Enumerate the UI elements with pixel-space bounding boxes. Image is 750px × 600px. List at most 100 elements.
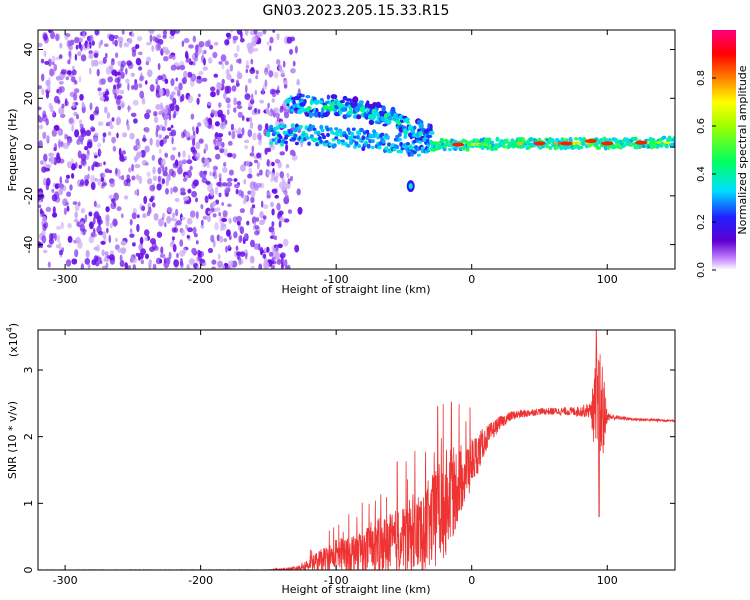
spectrogram-cell <box>247 106 252 111</box>
spectrogram-cell <box>236 221 241 226</box>
spectrogram-cell <box>241 115 245 121</box>
spectrogram-cell <box>93 52 99 59</box>
spectrogram-cell <box>285 143 289 152</box>
y-tick-label: 1 <box>22 500 35 507</box>
spectrogram-cell <box>106 112 111 119</box>
spectrogram-cell <box>223 92 227 100</box>
spectrogram-cell <box>271 221 275 227</box>
spectrogram-cell <box>214 222 219 231</box>
spectrogram-cell <box>494 147 499 151</box>
spectrogram-cell <box>79 224 86 232</box>
spectrogram-cell <box>77 150 82 159</box>
spectrogram-cell <box>198 41 205 48</box>
spectrogram-cell <box>209 171 212 177</box>
spectrogram-cell <box>95 203 101 209</box>
spectrogram-cell <box>405 120 410 124</box>
spectrogram-cell <box>63 133 67 141</box>
spectrogram-cell <box>131 46 137 52</box>
spectrogram-cell <box>159 88 164 97</box>
spectrogram-cell <box>170 124 174 129</box>
spectrogram-cell <box>214 146 220 151</box>
spectrogram-cell <box>214 110 218 117</box>
spectrogram-cell <box>59 176 63 185</box>
spectrogram-cell <box>75 114 80 120</box>
spectrogram-cell <box>66 161 72 169</box>
spectrogram-cell <box>89 34 94 43</box>
spectrogram-cell <box>92 59 99 67</box>
spectrogram-cell <box>187 188 192 194</box>
spectrogram-cell <box>278 220 282 228</box>
spectrogram-cell <box>148 259 152 266</box>
spectrogram-cell <box>228 131 232 136</box>
spectrogram-cell <box>250 93 254 101</box>
spectrogram-cell <box>85 129 92 137</box>
spectrogram-cell <box>386 120 392 125</box>
spectrogram-cell <box>180 191 187 196</box>
spectrogram-cell <box>365 129 370 134</box>
spectrogram-cell <box>55 34 59 42</box>
spectrogram-cell <box>237 133 243 139</box>
spectrogram-cell <box>56 225 61 230</box>
spectrogram-cell <box>152 166 156 175</box>
spectrogram-cell <box>108 194 113 200</box>
spectrogram-cell <box>187 95 194 104</box>
spectrogram-cell <box>238 58 242 64</box>
spectrogram-cell <box>149 137 153 146</box>
spectrogram-cell <box>177 89 181 97</box>
spectrogram-cell <box>205 180 211 185</box>
spectrogram-cell <box>273 107 279 114</box>
spectrogram-cell <box>232 216 239 223</box>
spectrogram-cell <box>533 141 546 146</box>
spectrogram-cell <box>84 179 89 187</box>
spectrogram-cell <box>133 155 138 163</box>
spectrogram-cell <box>548 146 553 150</box>
spectrogram-cell <box>420 146 425 150</box>
spectrogram-cell <box>272 30 276 33</box>
spectrogram-cell <box>366 143 371 149</box>
spectrogram-cell <box>71 101 76 109</box>
spectrogram-cell <box>144 127 150 134</box>
spectrogram-cell <box>429 123 433 131</box>
spectrogram-cell <box>282 60 286 68</box>
spectrogram-cell <box>179 64 186 71</box>
spectrogram-cell <box>58 249 64 256</box>
spectrogram-cell <box>69 184 73 191</box>
spectrogram-cell <box>155 257 162 265</box>
spectrogram-cell <box>171 236 175 241</box>
spectrogram-cell <box>131 175 136 181</box>
spectrogram-cell <box>282 80 288 85</box>
spectrogram-cell <box>257 109 261 114</box>
spectrogram-cell <box>102 172 106 179</box>
spectrogram-cell <box>60 69 66 75</box>
spectrogram-cell <box>247 129 253 138</box>
spectrogram-cell <box>78 119 83 125</box>
spectrogram-cell <box>80 153 87 162</box>
spectrogram-cell <box>214 186 219 195</box>
spectrogram-cell <box>137 214 140 219</box>
spectrogram-cell <box>77 51 82 57</box>
spectrogram-cell <box>58 188 64 196</box>
spectrogram-cell <box>286 172 290 179</box>
spectrogram-cell <box>155 43 161 52</box>
spectrogram-cell <box>264 261 270 269</box>
spectrogram-cell <box>136 151 143 158</box>
spectrogram-cell <box>231 131 236 140</box>
spectrogram-cell <box>100 260 103 265</box>
spectrogram-cell <box>251 67 255 72</box>
spectrogram-cell <box>226 229 231 237</box>
spectrogram-cell <box>149 84 155 92</box>
spectrogram-cell <box>323 143 328 147</box>
spectrogram-cell <box>121 174 125 181</box>
spectrogram-cell <box>195 141 201 150</box>
spectrogram-cell <box>222 167 228 173</box>
spectrogram-cell <box>171 227 177 233</box>
spectrogram-cell <box>219 121 226 130</box>
spectrogram-cell <box>390 106 396 113</box>
spectrogram-cell <box>239 37 245 43</box>
spectrogram-cell <box>326 94 331 100</box>
spectrogram-cell <box>269 124 274 129</box>
spectrogram-cell <box>250 189 256 198</box>
spectrogram-cell <box>243 178 247 185</box>
spectrogram-cell <box>93 200 97 207</box>
